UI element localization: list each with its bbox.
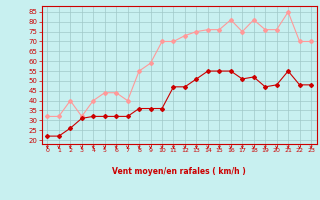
X-axis label: Vent moyen/en rafales ( km/h ): Vent moyen/en rafales ( km/h ) bbox=[112, 167, 246, 176]
